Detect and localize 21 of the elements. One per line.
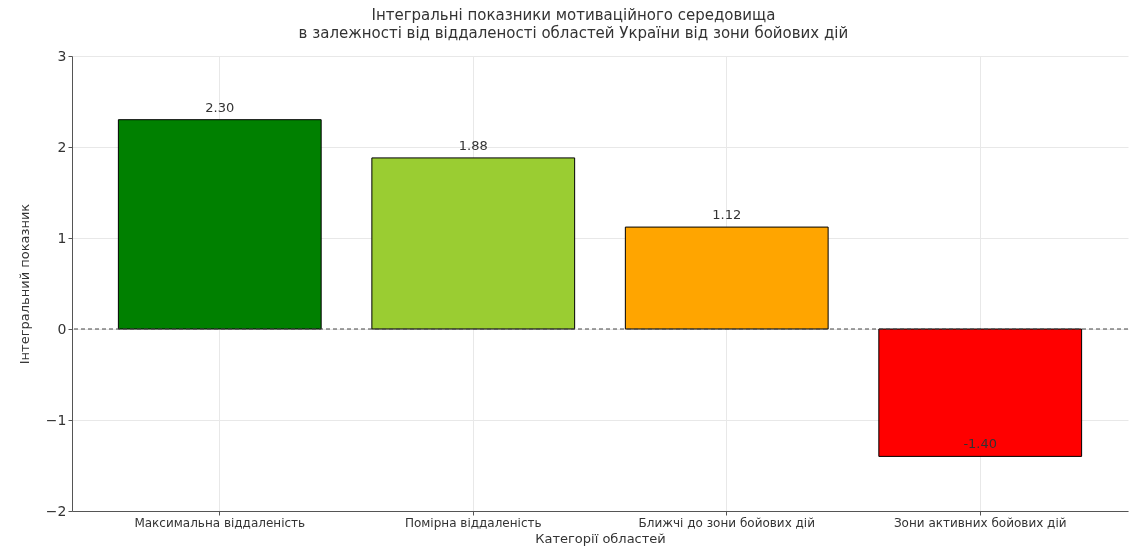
y-axis-title: Інтегральний показник — [16, 203, 32, 365]
x-tick-label: Зони активних бойових дій — [893, 515, 1067, 530]
y-tick-label: 2 — [57, 138, 67, 155]
y-tick-label: 1 — [57, 229, 67, 246]
bar — [624, 226, 829, 330]
y-tick-label: −1 — [45, 411, 67, 428]
chart-title: Інтегральні показники мотиваційного середовища в залежності від віддаленості областей України від зони бойових дій — [298, 6, 849, 42]
y-tick-label: −2 — [45, 502, 67, 519]
bar — [878, 328, 1083, 457]
y-tick-label: 3 — [57, 47, 67, 64]
data-label: 1.88 — [458, 137, 488, 153]
x-axis-title: Категорії областей — [535, 530, 666, 546]
x-tick-label: Помірна віддаленість — [404, 515, 542, 530]
data-label: 1.12 — [712, 207, 742, 223]
y-tick-label: 0 — [57, 320, 67, 337]
x-tick-label: Максимальна віддаленість — [134, 515, 306, 530]
data-label: 2.30 — [205, 99, 235, 115]
data-label: -1.40 — [963, 436, 998, 452]
bar — [117, 119, 322, 330]
bar — [371, 157, 576, 330]
x-tick-label: Ближчі до зони бойових дій — [638, 515, 815, 530]
